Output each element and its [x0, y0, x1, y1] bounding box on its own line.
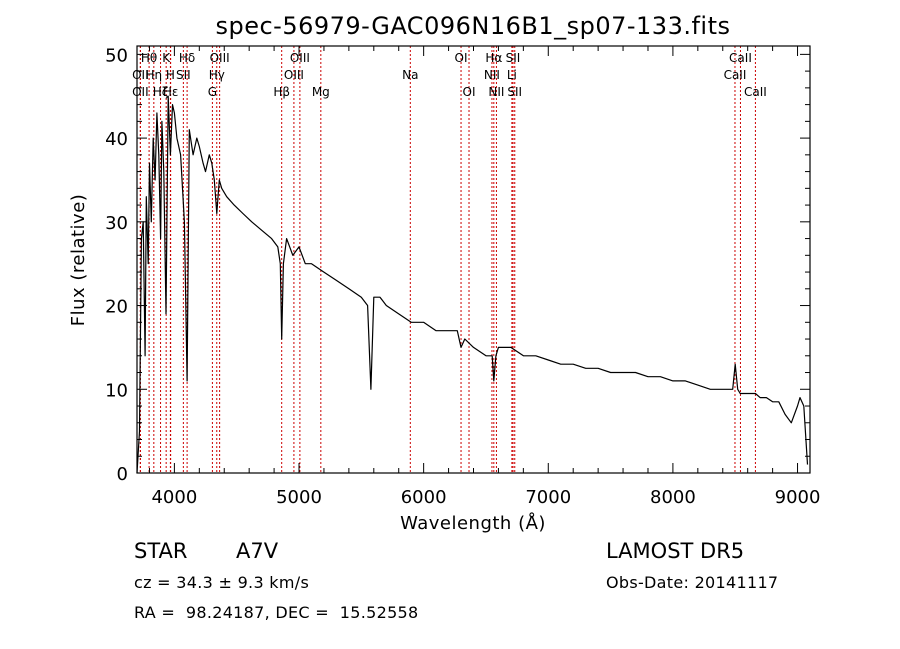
line-marker-label: Hζ [153, 85, 169, 99]
line-marker-label: Na [402, 68, 418, 82]
radec-text: RA = 98.24187, DEC = 15.52558 [134, 603, 419, 622]
line-marker-label: Hα [485, 51, 502, 65]
spectrum-line [136, 95, 809, 474]
chart-title: spec-56979-GAC096N16B1_sp07-133.fits [215, 12, 730, 40]
line-marker-label: Mg [312, 85, 330, 99]
y-axis: 0 10 20 30 40 50 [105, 45, 810, 485]
line-marker-label: OII [132, 85, 149, 99]
line-marker-label: NII [484, 68, 500, 82]
line-marker-label: OIII [290, 51, 310, 65]
redshift-text: cz = 34.3 ± 9.3 km/s [134, 573, 310, 592]
y-tick-label: 20 [105, 297, 128, 318]
line-marker-label: NII [488, 85, 504, 99]
line-markers [139, 46, 756, 473]
line-marker-label: SII [176, 68, 191, 82]
x-tick-label: 8000 [650, 487, 696, 508]
line-marker-label: Hε [163, 85, 179, 99]
y-axis-label: Flux (relative) [68, 194, 89, 327]
y-tick-label: 0 [117, 464, 128, 485]
line-marker-label: OI [463, 85, 476, 99]
line-marker-label: OI [455, 51, 468, 65]
subclass-label: A7V [236, 539, 279, 563]
class-label: STAR [134, 539, 188, 563]
x-tick-label: 7000 [525, 487, 571, 508]
line-marker-label: Hβ [273, 85, 290, 99]
x-axis-label: Wavelength (Å) [400, 512, 546, 534]
line-marker-label: H [166, 68, 175, 82]
line-marker-label: Hγ [209, 68, 225, 82]
y-tick-label: 50 [105, 45, 128, 66]
x-tick-label: 5000 [276, 487, 322, 508]
plot-frame [136, 45, 811, 474]
line-marker-label: Hθ [141, 51, 157, 65]
line-marker-label: CaII [744, 85, 767, 99]
line-marker-label: SII [507, 85, 522, 99]
line-marker-label: OIII [284, 68, 304, 82]
y-tick-label: 10 [105, 380, 128, 401]
line-marker-label: SII [506, 51, 521, 65]
line-marker-label: OII [132, 68, 149, 82]
x-axis: 4000 5000 6000 7000 8000 9000 [148, 46, 821, 508]
line-marker-label: Hη [146, 68, 163, 82]
line-marker-label: K [162, 51, 171, 65]
line-marker-label: G [208, 85, 217, 99]
line-marker-label: Hδ [179, 51, 195, 65]
obs-date-text: Obs-Date: 20141117 [606, 573, 779, 592]
x-tick-label: 9000 [775, 487, 821, 508]
line-marker-label: OIII [210, 51, 230, 65]
x-tick-label: 6000 [401, 487, 447, 508]
line-marker-label: CaII [724, 68, 747, 82]
y-tick-label: 40 [105, 129, 128, 150]
line-marker-label: Li [507, 68, 517, 82]
y-tick-label: 30 [105, 213, 128, 234]
survey-label: LAMOST DR5 [606, 539, 745, 563]
line-marker-label: CaII [729, 51, 752, 65]
x-tick-label: 4000 [151, 487, 197, 508]
